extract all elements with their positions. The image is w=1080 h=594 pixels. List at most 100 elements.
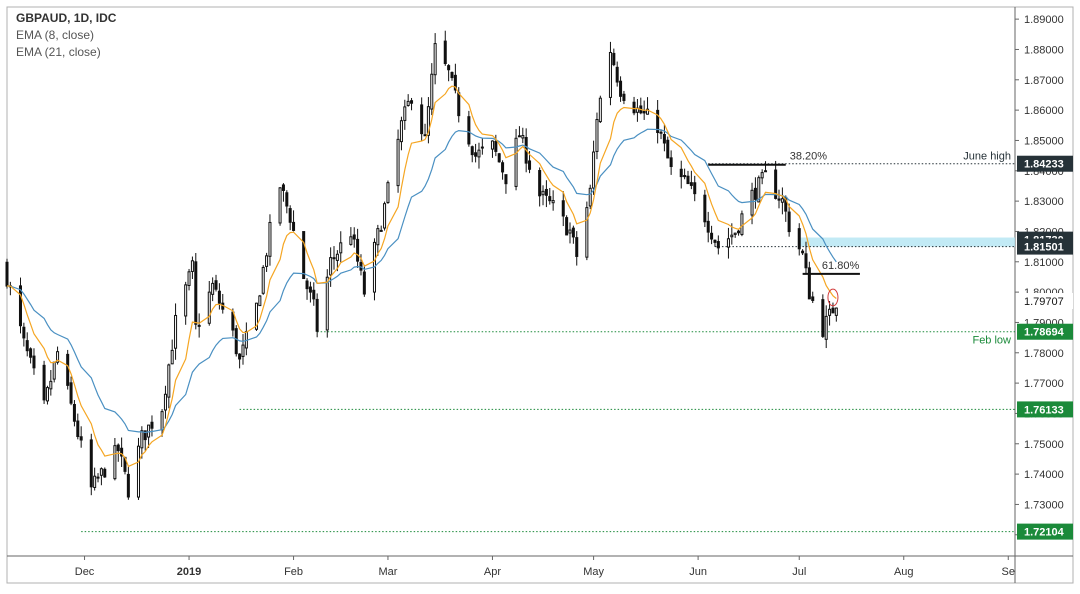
time-tick-label: Aug xyxy=(894,566,914,578)
candle-body xyxy=(18,285,22,327)
legend-ema8: EMA (8, close) xyxy=(16,28,95,42)
candle-body xyxy=(116,444,120,452)
price-tick-label: 1.77000 xyxy=(1024,378,1064,390)
candle-body xyxy=(544,188,548,196)
candle-body xyxy=(399,120,403,143)
candle-body xyxy=(679,168,683,178)
time-tick-label: Se xyxy=(1002,566,1015,578)
candle-body xyxy=(410,100,414,104)
candle-body xyxy=(167,364,171,398)
candle-body xyxy=(760,172,764,179)
candle-body xyxy=(730,234,734,238)
candle-body xyxy=(150,421,154,429)
candle-body xyxy=(49,380,53,390)
current-price-tag: 1.79707 xyxy=(1024,296,1064,308)
candle-body xyxy=(76,420,80,438)
current-price-bg xyxy=(1017,293,1073,310)
resistance-zone xyxy=(799,237,1015,247)
candle-body xyxy=(136,445,140,498)
candle-body xyxy=(362,271,366,295)
candle-body xyxy=(315,298,319,332)
candle-body xyxy=(32,355,36,369)
time-tick-label: May xyxy=(583,566,604,578)
price-tag-0-bg xyxy=(1017,155,1073,172)
candle-body xyxy=(292,221,296,231)
candle-body xyxy=(308,286,312,293)
fib-label-1: 61.80% xyxy=(822,260,860,272)
price-tag-0: 1.84233 xyxy=(1024,159,1064,171)
candle-body xyxy=(686,175,690,185)
candle-body xyxy=(528,160,532,170)
candle-body xyxy=(501,162,505,173)
candle-body xyxy=(265,255,269,267)
price-tag-1-bg xyxy=(1017,238,1073,255)
time-tick-label: Jun xyxy=(689,566,707,578)
candle-body xyxy=(750,189,754,216)
candle-body xyxy=(96,476,100,479)
candle-body xyxy=(72,403,76,422)
candle-body xyxy=(420,104,424,135)
candle-body xyxy=(646,108,650,115)
candle-body xyxy=(258,295,262,307)
candle-body xyxy=(642,110,646,114)
candle-body xyxy=(231,311,235,331)
candle-body xyxy=(379,229,383,232)
candle-body xyxy=(66,353,70,386)
candle-body xyxy=(753,187,757,200)
price-tick-label: 1.74000 xyxy=(1024,469,1064,481)
candle-body xyxy=(608,51,612,98)
candle-body xyxy=(706,220,710,233)
candle-body xyxy=(514,137,518,187)
candle-body xyxy=(103,468,107,478)
candle-body xyxy=(615,66,619,83)
price-tick-label: 1.87000 xyxy=(1024,75,1064,87)
price-tick-label: 1.83000 xyxy=(1024,196,1064,208)
price-tag-4: 1.72104 xyxy=(1024,527,1065,539)
price-tick-label: 1.78000 xyxy=(1024,348,1064,360)
candle-body xyxy=(325,276,329,331)
price-tick-label: 1.75000 xyxy=(1024,439,1064,451)
price-tag-3: 1.76133 xyxy=(1024,404,1064,416)
candle-body xyxy=(689,182,693,186)
price-tick-label: 1.86000 xyxy=(1024,105,1064,117)
candle-body xyxy=(254,302,258,330)
price-tick-label: 1.88000 xyxy=(1024,44,1064,56)
candle-body xyxy=(824,315,828,340)
candle-body xyxy=(494,140,498,152)
ema-lines xyxy=(6,85,837,468)
candle-body xyxy=(376,228,380,246)
time-tick-label: Apr xyxy=(484,566,501,578)
candle-body xyxy=(521,135,525,139)
ema21-line xyxy=(6,128,837,434)
candle-body xyxy=(480,146,484,149)
candle-body xyxy=(396,138,400,187)
legend-ema21: EMA (21, close) xyxy=(16,45,101,59)
candle-body xyxy=(666,139,670,159)
candle-body xyxy=(211,282,215,295)
ema8-line xyxy=(6,85,837,468)
price-tick-label: 1.81000 xyxy=(1024,257,1064,269)
candle-body xyxy=(42,364,46,401)
candle-body xyxy=(740,213,744,235)
candle-body xyxy=(352,234,356,240)
candle-body xyxy=(56,351,60,363)
candlesticks xyxy=(5,30,838,500)
candle-body xyxy=(163,393,167,411)
candle-body xyxy=(45,387,49,402)
candle-body xyxy=(285,192,289,207)
candle-body xyxy=(737,230,741,234)
candle-body xyxy=(517,135,521,138)
candle-body xyxy=(831,307,835,314)
candle-body xyxy=(592,151,596,189)
candle-body xyxy=(447,65,451,71)
candle-body xyxy=(234,328,238,355)
candle-body xyxy=(811,296,815,301)
candle-body xyxy=(120,447,124,457)
price-tags: 1.817301.842331.815011.786941.761331.721… xyxy=(1017,155,1073,540)
time-tick-label: Mar xyxy=(378,566,397,578)
candle-body xyxy=(541,190,545,196)
candle-body xyxy=(261,266,265,294)
candle-body xyxy=(184,284,188,317)
price-tag-3-bg xyxy=(1017,401,1073,418)
